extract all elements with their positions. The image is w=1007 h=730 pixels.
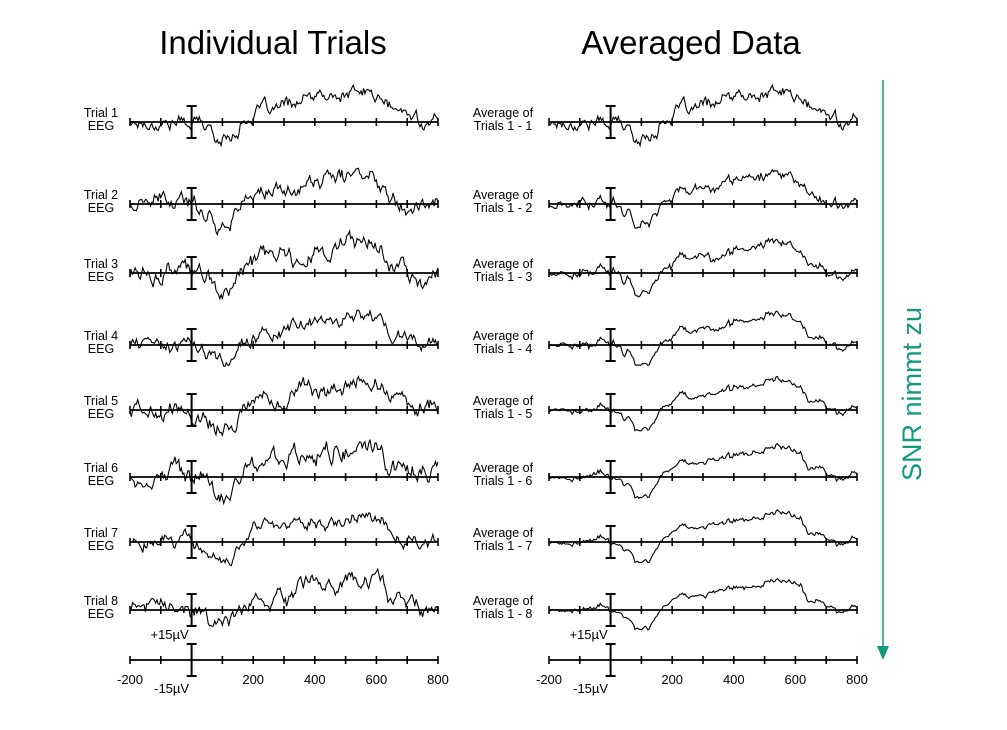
trial-row-label-line1: Trial 5: [84, 394, 118, 408]
trial-row-label-line1: Trial 3: [84, 257, 118, 271]
average-row-label-line1: Average of: [473, 461, 534, 475]
left-tick-label: 600: [366, 672, 388, 687]
average-waveform: [548, 237, 858, 298]
left-scale-top-label: +15µV: [150, 627, 189, 642]
left-tick-label: 800: [427, 672, 449, 687]
average-waveform: [548, 508, 858, 564]
trial-waveform: [129, 229, 439, 301]
average-waveform: [548, 83, 858, 148]
average-row-label-line1: Average of: [473, 394, 534, 408]
snr-arrow-label: SNR nimmt zu: [897, 307, 927, 481]
right-tick-label: 200: [661, 672, 683, 687]
trial-row-label-line1: Trial 7: [84, 526, 118, 540]
trial-waveform: [129, 83, 439, 148]
average-row-label-line2: Trials 1 - 7: [474, 539, 533, 553]
left-scale-bottom-label: -15µV: [154, 681, 189, 696]
trial-row-label-line1: Trial 8: [84, 594, 118, 608]
trial-waveform: [129, 308, 439, 367]
average-row-label-line2: Trials 1 - 5: [474, 407, 533, 421]
trial-row-label-line2: EEG: [88, 407, 114, 421]
trial-row-label-line2: EEG: [88, 539, 114, 553]
left-tick-label: -200: [117, 672, 143, 687]
average-waveform: [548, 310, 858, 367]
average-row-label-line2: Trials 1 - 2: [474, 201, 533, 215]
right-scale-top-label: +15µV: [569, 627, 608, 642]
individual-trials-title: Individual Trials: [159, 24, 386, 61]
snr-arrow-head: [877, 646, 889, 660]
right-tick-label: 600: [785, 672, 807, 687]
averaged-data-title: Averaged Data: [581, 24, 801, 61]
average-row-label-line1: Average of: [473, 594, 534, 608]
average-waveform: [548, 577, 858, 631]
snr-arrow: SNR nimmt zu: [877, 80, 927, 660]
average-row-label-line2: Trials 1 - 8: [474, 607, 533, 621]
trial-row-label-line1: Trial 4: [84, 329, 118, 343]
average-row-label-line1: Average of: [473, 329, 534, 343]
trial-row-label-line1: Trial 1: [84, 106, 118, 120]
average-row-label-line1: Average of: [473, 106, 534, 120]
average-row-label-line1: Average of: [473, 526, 534, 540]
trial-row-label-line2: EEG: [88, 119, 114, 133]
trial-waveform: [129, 512, 439, 567]
average-row-label-line2: Trials 1 - 3: [474, 270, 533, 284]
left-time-axis: +15µV -15µV -200 200 400 600 800: [117, 627, 449, 696]
right-tick-label: -200: [536, 672, 562, 687]
average-waveform: [548, 442, 857, 500]
right-tick-label: 400: [723, 672, 745, 687]
trial-waveform: [129, 439, 439, 506]
trial-row-label-line2: EEG: [88, 342, 114, 356]
average-row-label-line2: Trials 1 - 1: [474, 119, 533, 133]
average-row-label-line1: Average of: [473, 188, 534, 202]
trial-row-label-line1: Trial 2: [84, 188, 118, 202]
trial-row-label-line2: EEG: [88, 607, 114, 621]
left-tick-label: 400: [304, 672, 326, 687]
average-waveform: [548, 375, 858, 432]
right-scale-bottom-label: -15µV: [573, 681, 608, 696]
average-row-label-line2: Trials 1 - 6: [474, 474, 533, 488]
trial-waveform: [129, 167, 439, 237]
trial-waveform: [129, 374, 439, 438]
trial-row-label-line1: Trial 6: [84, 461, 118, 475]
trial-row-label-line2: EEG: [88, 474, 114, 488]
right-time-axis: +15µV -15µV -200 200 400 600 800: [536, 627, 868, 696]
trial-waveform: [129, 567, 439, 628]
trial-row-label-line2: EEG: [88, 270, 114, 284]
trial-row-label-line2: EEG: [88, 201, 114, 215]
left-tick-label: 200: [242, 672, 264, 687]
right-tick-label: 800: [846, 672, 868, 687]
average-row-label-line2: Trials 1 - 4: [474, 342, 533, 356]
average-waveform: [548, 168, 858, 229]
average-row-label-line1: Average of: [473, 257, 534, 271]
